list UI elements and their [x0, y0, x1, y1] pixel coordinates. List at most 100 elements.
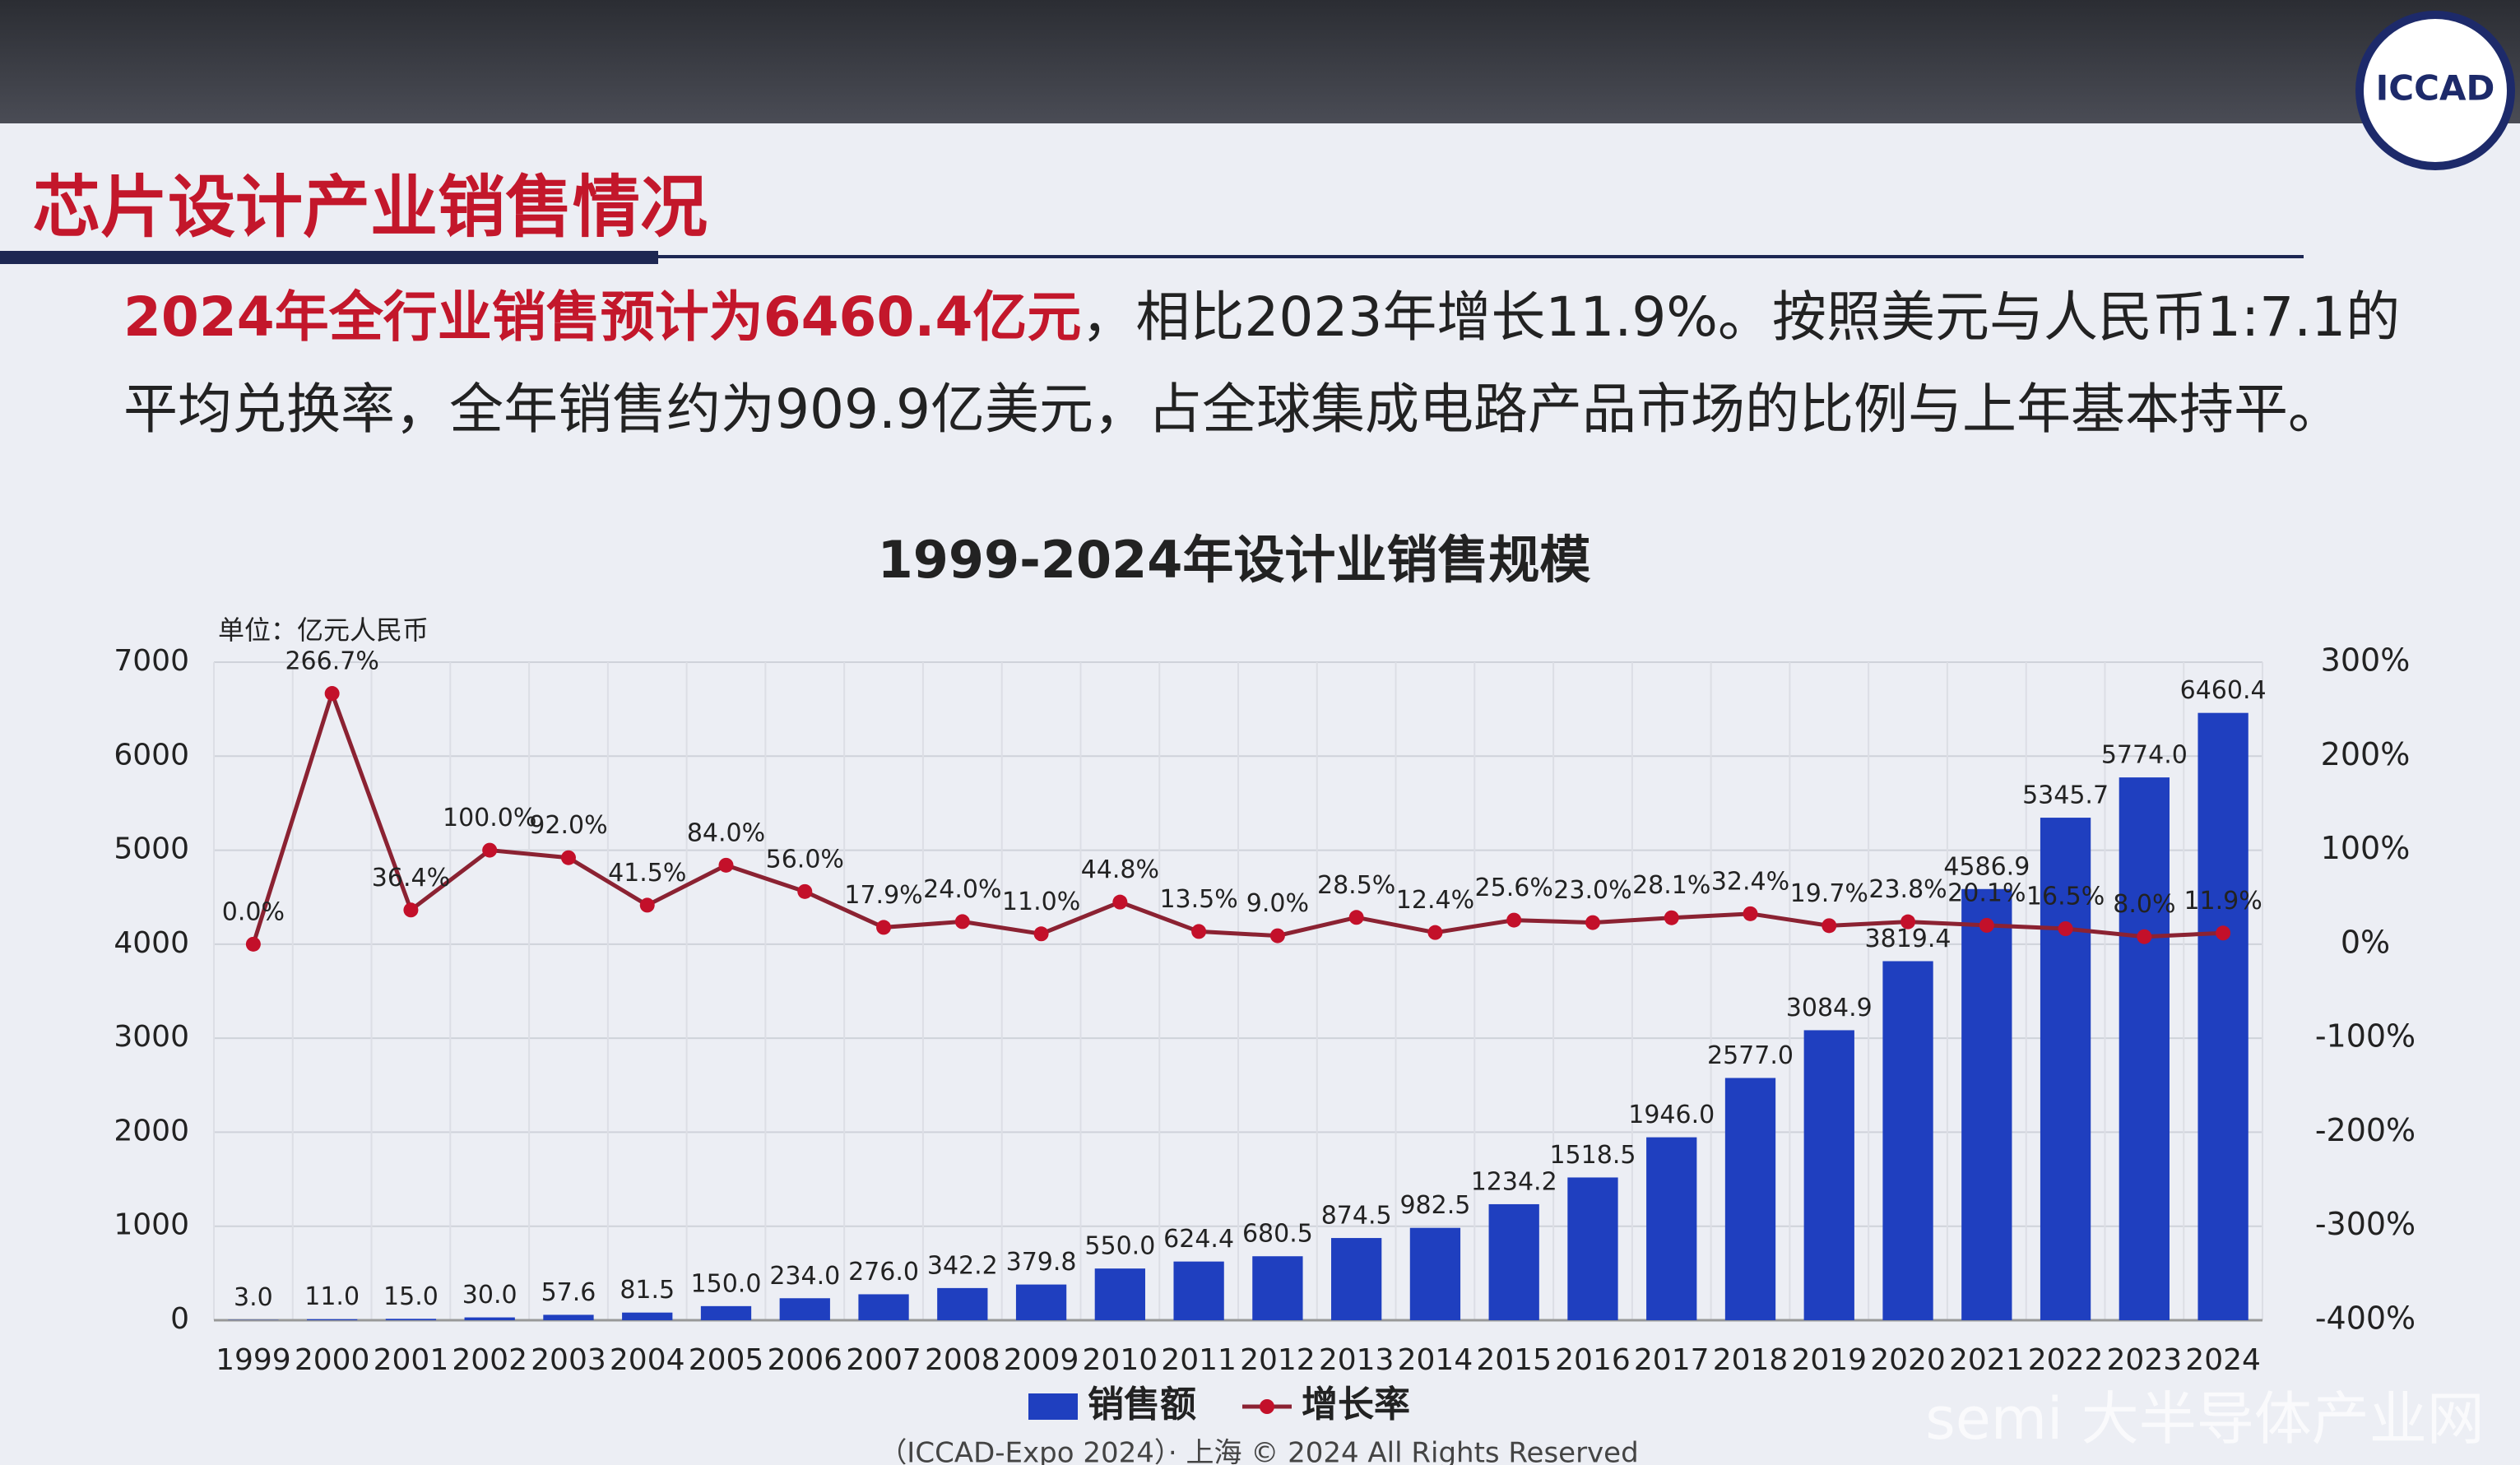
- line-point: [1427, 925, 1443, 940]
- bar: [779, 1298, 830, 1320]
- y-tick-label: 6000: [114, 738, 189, 772]
- logo: [2355, 11, 2515, 170]
- y2-tick-label: -400%: [2315, 1300, 2416, 1337]
- bar-value-label: 982.5: [1399, 1191, 1470, 1220]
- bar-value-label: 550.0: [1084, 1232, 1155, 1261]
- x-tick-label: 2013: [1319, 1343, 1395, 1377]
- line-point: [1743, 906, 1758, 921]
- x-tick-label: 2008: [925, 1343, 1000, 1377]
- bar-value-label: 342.2: [927, 1251, 998, 1280]
- bar-value-label: 5345.7: [2022, 781, 2109, 810]
- line-value-label: 84.0%: [687, 818, 765, 847]
- x-tick-label: 2007: [846, 1343, 921, 1377]
- x-tick-label: 2014: [1398, 1343, 1473, 1377]
- line-value-label: 11.9%: [2184, 887, 2262, 916]
- y2-tick-label: 100%: [2321, 830, 2411, 866]
- line-value-label: 28.5%: [1317, 871, 1395, 900]
- line-value-label: 8.0%: [2113, 890, 2175, 919]
- y-tick-label: 4000: [114, 926, 189, 960]
- summary-text: 2024年全行业销售预计为6460.4亿元，相比2023年增长11.9%。按照美…: [123, 271, 2411, 456]
- line-value-label: 44.8%: [1081, 855, 1159, 884]
- body-text: ，相比2023年增长11.9%。按照美元与人民币1:7.1的平均兑换率，全年销售…: [123, 285, 2401, 441]
- x-tick-label: 2023: [2107, 1343, 2183, 1377]
- bar-value-label: 5774.0: [2101, 741, 2188, 770]
- x-tick-label: 2021: [1949, 1343, 2025, 1377]
- x-tick-label: 2001: [374, 1343, 449, 1377]
- bar-value-label: 3.0: [234, 1283, 273, 1312]
- bar: [858, 1294, 909, 1320]
- line-value-label: 92.0%: [529, 811, 607, 840]
- line-value-label: 0.0%: [222, 897, 285, 926]
- y2-tick-label: 200%: [2321, 736, 2411, 772]
- y2-tick-label: 0%: [2341, 924, 2390, 960]
- line-value-label: 100.0%: [443, 804, 536, 832]
- bar-value-label: 81.5: [620, 1276, 675, 1305]
- bar: [464, 1317, 515, 1320]
- x-tick-label: 2012: [1240, 1343, 1316, 1377]
- line-value-label: 11.0%: [1002, 888, 1080, 916]
- x-tick-label: 2018: [1713, 1343, 1789, 1377]
- x-tick-label: 2024: [2185, 1343, 2261, 1377]
- line-point: [797, 883, 813, 899]
- y-tick-label: 3000: [114, 1020, 189, 1054]
- bar-value-label: 2577.0: [1707, 1041, 1794, 1070]
- bar: [307, 1319, 358, 1320]
- line-value-label: 41.5%: [608, 859, 686, 888]
- line-point: [403, 902, 419, 918]
- top-band: [0, 0, 2520, 123]
- bar-value-label: 57.6: [541, 1278, 596, 1307]
- bar: [1409, 1227, 1461, 1320]
- y-tick-label: 5000: [114, 832, 189, 866]
- x-tick-label: 2020: [1870, 1343, 1946, 1377]
- bar: [1488, 1203, 1539, 1320]
- x-tick-label: 2010: [1083, 1343, 1158, 1377]
- line-value-label: 19.7%: [1790, 879, 1868, 908]
- bar: [1882, 961, 1933, 1320]
- line-point: [482, 842, 498, 858]
- y-axis-label: 单位：亿元人民币: [218, 614, 429, 646]
- x-tick-label: 2003: [531, 1343, 606, 1377]
- watermark: semi 大半导体产业网: [1925, 1385, 2484, 1453]
- x-tick-label: 2011: [1161, 1343, 1237, 1377]
- bar: [1724, 1078, 1776, 1320]
- bar: [2119, 777, 2170, 1320]
- legend-marker: [1260, 1399, 1274, 1414]
- chart-title: 1999-2024年设计业销售规模: [878, 530, 1591, 590]
- line-value-label: 9.0%: [1246, 889, 1309, 918]
- line-point: [1033, 926, 1049, 942]
- bar: [1803, 1030, 1854, 1320]
- line-point: [1585, 915, 1600, 930]
- bar-value-label: 379.8: [1006, 1248, 1077, 1277]
- line-point: [245, 936, 261, 952]
- x-tick-label: 2019: [1791, 1343, 1867, 1377]
- bar: [1646, 1137, 1697, 1320]
- y2-tick-label: -100%: [2315, 1018, 2416, 1055]
- line-point: [1506, 912, 1522, 928]
- slide-title: 芯片设计产业销售情况: [33, 169, 708, 247]
- bar-value-label: 3084.9: [1786, 994, 1873, 1022]
- title-underline: [0, 251, 658, 264]
- bar-value-label: 276.0: [848, 1258, 919, 1287]
- bar-value-label: 234.0: [769, 1262, 840, 1291]
- line-value-label: 36.4%: [372, 864, 450, 892]
- bar: [937, 1287, 988, 1320]
- x-tick-label: 2005: [689, 1343, 764, 1377]
- line-point: [2058, 921, 2073, 936]
- bar: [2040, 818, 2091, 1320]
- line-value-label: 23.0%: [1553, 876, 1631, 905]
- line-value-label: 28.1%: [1632, 871, 1710, 900]
- bar: [700, 1305, 752, 1320]
- line-point: [1979, 917, 1994, 933]
- bar-value-label: 1234.2: [1471, 1167, 1557, 1196]
- line: [251, 687, 2224, 945]
- bar: [1173, 1261, 1224, 1320]
- line-point: [2216, 925, 2231, 941]
- x-tick-label: 2006: [767, 1343, 842, 1377]
- y-tick-label: 0: [170, 1302, 189, 1336]
- line-point: [2137, 929, 2152, 944]
- bar: [1015, 1284, 1067, 1320]
- bar-value-label: 6460.4: [2180, 676, 2267, 705]
- x-tick-label: 1999: [216, 1343, 291, 1377]
- line-point: [1348, 910, 1364, 925]
